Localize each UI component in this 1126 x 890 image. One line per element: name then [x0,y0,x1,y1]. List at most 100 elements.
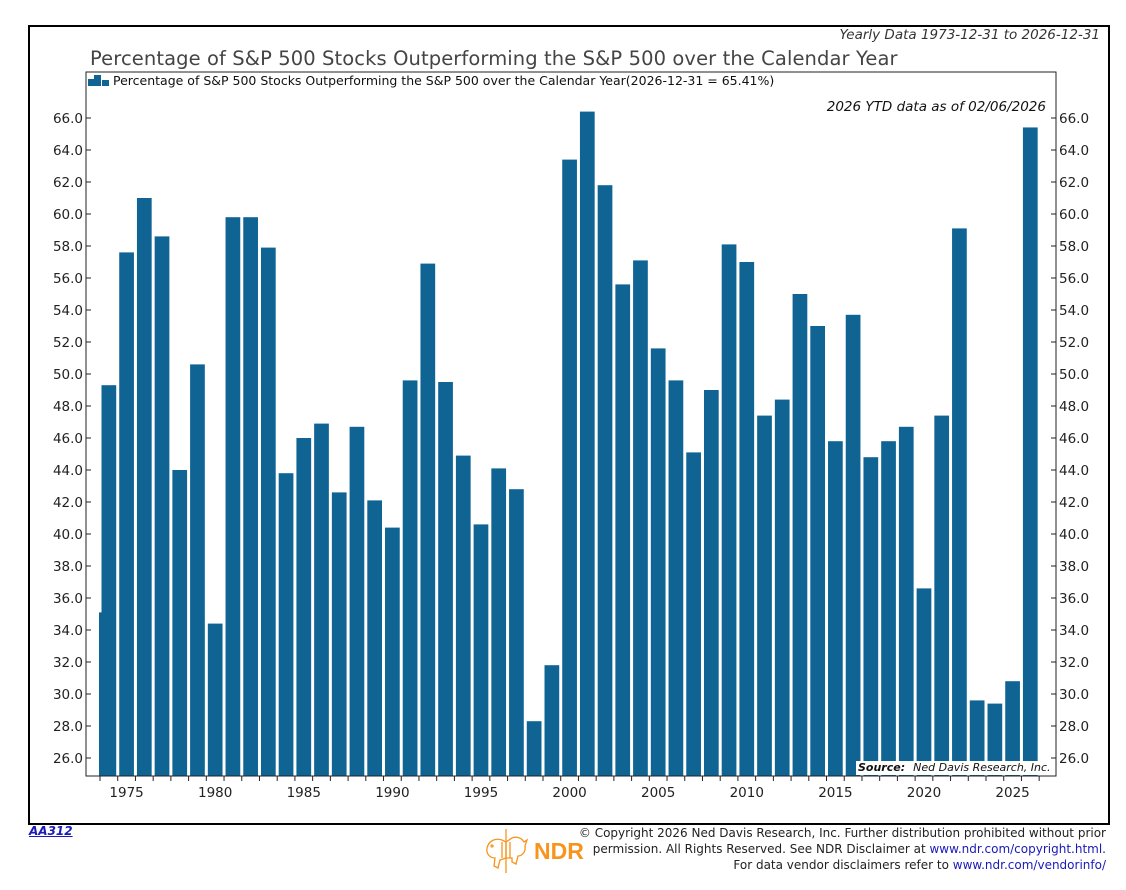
y-tick-label-left: 38.0 [53,559,83,575]
x-tick-label-2015: 2015 [818,785,852,801]
y-tick-label-left: 28.0 [53,719,83,735]
y-tick-label-left: 40.0 [53,527,83,543]
bar-1976 [136,198,152,776]
bar-1995 [473,524,489,776]
y-tick-label-left: 44.0 [53,463,83,479]
bar-2009 [721,244,737,776]
ndr-logo: NDR [484,828,584,874]
y-tick-label-right: 52.0 [1059,335,1089,351]
copyright-link[interactable]: www.ndr.com/copyright.html. [929,842,1106,856]
bar-1998 [526,721,542,776]
ytd-annotation: 2026 YTD data as of 02/06/2026 [826,99,1046,115]
bar-1994 [455,455,471,776]
x-tick-label-2020: 2020 [907,785,941,801]
bar-2026 [1022,127,1038,776]
y-tick-label-right: 44.0 [1059,463,1089,479]
bar-1981 [225,217,241,776]
x-tick-label-2010: 2010 [730,785,764,801]
bar-2020 [916,588,932,776]
bar-1984 [278,473,294,776]
vendor-info-link[interactable]: www.ndr.com/vendorinfo/ [952,858,1106,872]
bar-1988 [349,426,365,776]
bar-2014 [810,326,826,776]
bar-1975 [119,252,134,776]
bar-1987 [331,492,347,776]
bar-1983 [260,247,276,777]
chart-title: Percentage of S&P 500 Stocks Outperformi… [90,47,898,70]
bar-2006 [668,380,684,776]
bar-2011 [757,415,772,776]
bar-2017 [863,457,879,776]
y-tick-label-left: 54.0 [53,303,83,319]
y-tick-label-left: 52.0 [53,335,83,351]
bar-1974 [101,385,117,776]
y-tick-label-right: 28.0 [1059,719,1089,735]
y-tick-label-right: 66.0 [1059,111,1089,127]
bar-2024 [987,703,1003,776]
x-axis: 1975 1980 1985 1990 1995 2000 2005 2010 2015 2020… [99,776,1040,801]
bar-2019 [898,426,914,776]
y-tick-label-left: 56.0 [53,271,83,287]
legend-label: Percentage of S&P 500 Stocks Outperformi… [113,73,775,88]
source-note: Source: Ned Davis Research, Inc. [856,761,1051,775]
bar-1980 [207,623,223,776]
bar-1978 [172,470,188,776]
x-tick-label-2000: 2000 [552,785,586,801]
y-tick-label-right: 40.0 [1059,527,1089,543]
bar-2001 [579,111,595,777]
copyright-line-3: For data vendor disclaimers refer to www… [579,857,1106,873]
bar-1982 [243,217,258,776]
bar-2016 [845,314,861,776]
bar-2013 [792,294,808,776]
x-tick-label-1985: 1985 [287,785,321,801]
bar-2025 [1005,681,1020,776]
y-tick-label-left: 34.0 [53,623,83,639]
date-range-label: Yearly Data 1973-12-31 to 2026-12-31 [839,27,1101,43]
bar-1993 [438,382,453,776]
x-tick-label-1980: 1980 [198,785,232,801]
vendor-text: For data vendor disclaimers refer to [733,858,953,872]
bar-2007 [686,452,701,776]
copyright-line-2-text: permission. All Rights Reserved. See NDR… [592,842,930,856]
y-tick-label-left: 64.0 [53,143,83,159]
legend: Percentage of S&P 500 Stocks Outperformi… [88,73,774,88]
x-tick-label-1975: 1975 [109,785,143,801]
y-tick-label-right: 42.0 [1059,495,1089,511]
bar-2018 [881,441,896,776]
bar-2008 [703,390,719,776]
y-tick-label-left: 58.0 [53,239,83,255]
source-label: Source: [858,761,906,774]
y-tick-label-left: 48.0 [53,399,83,415]
bar-2000 [562,159,577,777]
y-tick-label-left: 36.0 [53,591,83,607]
copyright-notice: © Copyright 2026 Ned Davis Research, Inc… [579,825,1106,873]
y-axis-right: 26.0 28.0 30.0 32.0 34.0 36.0 38.0 40.0 42.0 44.0… [1051,111,1089,767]
y-tick-label-left: 46.0 [53,431,83,447]
y-tick-label-right: 26.0 [1059,751,1089,767]
copyright-line-1: © Copyright 2026 Ned Davis Research, Inc… [578,826,1106,840]
bar-1979 [190,364,205,776]
bar-1990 [385,527,400,776]
y-tick-label-right: 36.0 [1059,591,1089,607]
y-tick-label-right: 54.0 [1059,303,1089,319]
y-tick-label-left: 60.0 [53,207,83,223]
y-tick-label-right: 46.0 [1059,431,1089,447]
chart-code-link[interactable]: AA312 [29,824,73,838]
y-axis-left: 26.0 28.0 30.0 32.0 34.0 36.0 38.0 40.0 42.0 44.0… [53,111,91,767]
bar-series-icon [88,75,110,86]
y-tick-label-right: 32.0 [1059,655,1089,671]
bar-2002 [597,185,613,776]
bar-2015 [828,441,843,776]
x-tick-label-2025: 2025 [995,785,1029,801]
logo-text: NDR [534,837,584,864]
bar-2021 [934,415,950,776]
y-tick-label-right: 30.0 [1059,687,1089,703]
bar-2023 [969,700,985,776]
bar-2004 [633,260,648,776]
x-tick-label-1990: 1990 [375,785,409,801]
bar-2003 [615,284,631,776]
copyright-line-2: permission. All Rights Reserved. See NDR… [579,841,1106,857]
y-tick-label-right: 60.0 [1059,207,1089,223]
bar-1997 [509,489,524,776]
